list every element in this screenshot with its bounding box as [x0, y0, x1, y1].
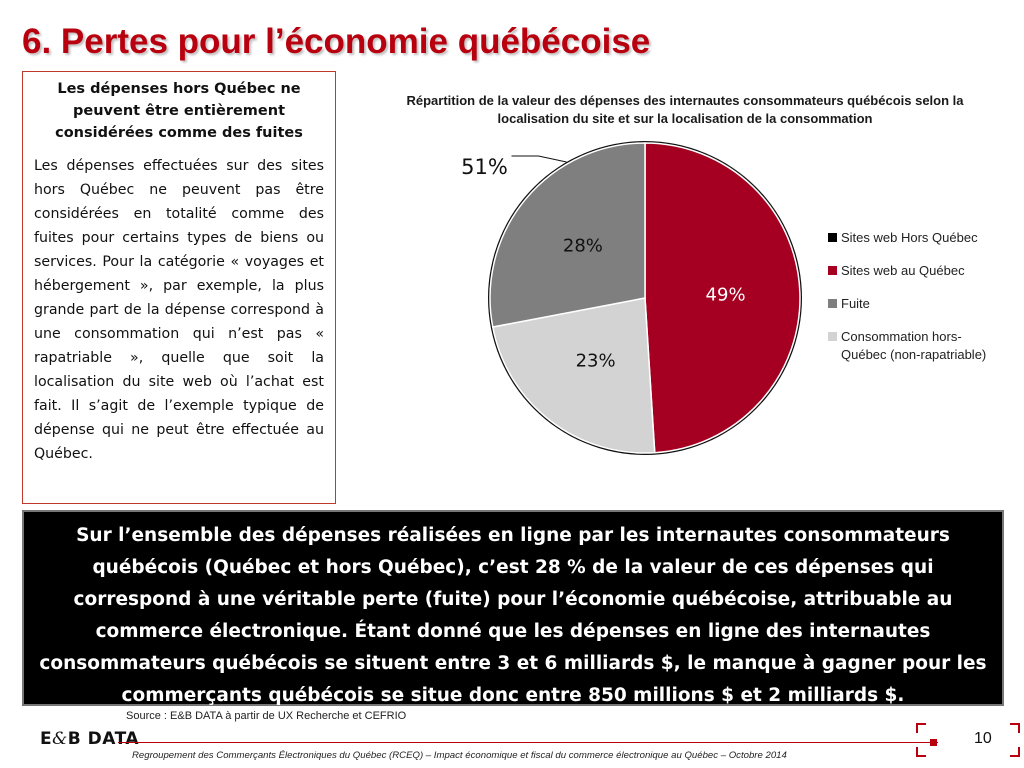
bracket-corner [916, 747, 926, 757]
legend-swatch-0 [828, 233, 837, 242]
logo-amp: & [52, 729, 68, 749]
legend-swatch-2 [828, 299, 837, 308]
outer-annotation-label: 51% [461, 155, 508, 179]
pie-chart: 49% 23% 28% 51% Sites web Hors Québec Sites w… [461, 141, 986, 455]
slice-label-1: 23% [576, 351, 616, 372]
footer-divider [118, 742, 938, 743]
pie-slice-2 [489, 142, 646, 328]
legend-label-1: Sites web au Québec [841, 263, 965, 278]
footer-note: Regroupement des Commerçants Électroniqu… [132, 750, 787, 761]
textbox-heading: Les dépenses hors Québec ne peuvent être… [55, 81, 303, 141]
chart-title: Répartition de la valeur des dépenses de… [406, 93, 964, 126]
logo-left: E [40, 729, 53, 749]
info-textbox: Les dépenses hors Québec ne peuvent être… [22, 71, 336, 504]
slice-label-0: 49% [706, 284, 746, 305]
bracket-corner [916, 723, 926, 733]
pie-slice-0 [644, 142, 801, 454]
slide-title: 6. Pertes pour l’économie québécoise [22, 22, 651, 61]
legend-swatch-1 [828, 266, 837, 275]
source-note: Source : E&B DATA à partir de UX Recherc… [126, 710, 407, 722]
legend-label-2: Fuite [841, 296, 870, 311]
legend-label-3: Consommation hors-Québec (non-rapatriabl… [841, 329, 986, 362]
logo-right: B DATA [67, 729, 140, 749]
pie-slice-1 [491, 297, 656, 454]
bracket-corner [1010, 747, 1020, 757]
legend-swatch-3 [828, 332, 837, 341]
page-number: 10 [974, 730, 992, 747]
legend-label-0: Sites web Hors Québec [841, 230, 978, 245]
annotation-leader-line [511, 155, 567, 163]
bracket-corner [1010, 723, 1020, 733]
footer-dot [930, 739, 937, 746]
slice-label-2: 28% [563, 236, 603, 257]
eb-data-logo: E&B DATA [40, 729, 139, 749]
summary-callout: Sur l’ensemble des dépenses réalisées en… [22, 510, 1004, 706]
textbox-body: Les dépenses effectuées sur des sites ho… [34, 158, 324, 462]
